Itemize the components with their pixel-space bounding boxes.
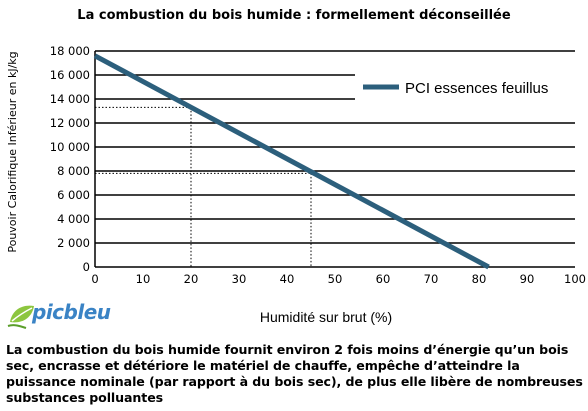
y-tick-label-14000: 14 000: [50, 92, 90, 106]
x-tick-label-90: 90: [520, 272, 535, 286]
x-tick-label-0: 0: [91, 272, 98, 286]
y-tick-labels: 0 2 000 4 000 6 000 8 000 10 000 12 000 14 000 1…: [50, 44, 90, 274]
y-tick-label-2000: 2 000: [57, 236, 90, 250]
pci-line-chart: 0 2 000 4 000 6 000 8 000 10 000 12 000 14 000 1…: [6, 44, 586, 325]
y-tick-label-4000: 4 000: [57, 212, 90, 226]
y-tick-label-12000: 12 000: [50, 116, 90, 130]
x-tick-label-20: 20: [184, 272, 199, 286]
x-axis-label: Humidité sur brut (%): [260, 309, 392, 325]
x-tick-label-50: 50: [328, 272, 343, 286]
chart-title: La combustion du bois humide : formellem…: [77, 8, 511, 23]
x-tick-label-80: 80: [472, 272, 487, 286]
x-tick-label-10: 10: [136, 272, 151, 286]
logo-text: picbleu: [32, 300, 111, 324]
series-line-0: [93, 53, 490, 270]
y-axis-label: Pouvoir Calorifique Inférieur en kJ/kg: [6, 51, 19, 252]
y-tick-label-10000: 10 000: [50, 140, 90, 154]
y-tick-label-0: 0: [83, 260, 90, 274]
legend-label-0: PCI essences feuillus: [405, 80, 548, 97]
legend: PCI essences feuillus: [355, 74, 577, 100]
x-tick-label-100: 100: [564, 272, 586, 286]
y-tick-label-18000: 18 000: [50, 44, 90, 58]
x-tick-label-30: 30: [232, 272, 247, 286]
y-tick-label-16000: 16 000: [50, 68, 90, 82]
x-tick-labels: 0 10 20 30 40 50 60 70 80 90 100: [91, 272, 586, 286]
picbleu-logo: picbleu: [6, 300, 111, 334]
caption-text: La combustion du bois humide fournit env…: [6, 342, 583, 405]
series-lines: [93, 53, 490, 270]
reference-lines: [95, 106, 312, 267]
x-tick-label-70: 70: [424, 272, 439, 286]
x-tick-label-40: 40: [280, 272, 295, 286]
x-tick-label-60: 60: [376, 272, 391, 286]
axes: [94, 51, 575, 268]
y-tick-label-6000: 6 000: [57, 188, 90, 202]
leaf-logo-icon: [7, 305, 34, 329]
y-tick-label-8000: 8 000: [57, 164, 90, 178]
